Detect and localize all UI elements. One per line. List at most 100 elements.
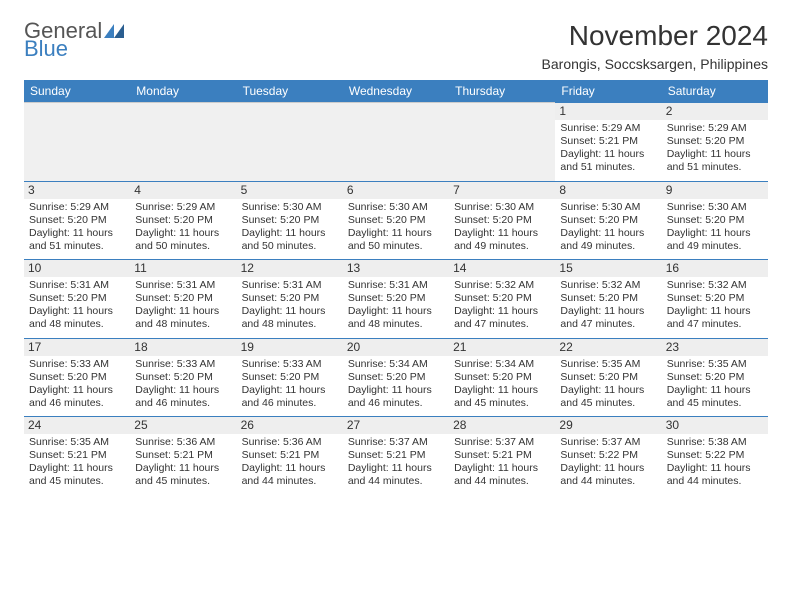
day-info: Sunrise: 5:34 AMSunset: 5:20 PMDaylight:… <box>453 358 551 411</box>
day-number: 30 <box>662 417 768 434</box>
daylight-line: Daylight: 11 hours and 44 minutes. <box>560 462 656 488</box>
calendar-day-cell: 2Sunrise: 5:29 AMSunset: 5:20 PMDaylight… <box>662 103 768 182</box>
calendar-day-cell: 17Sunrise: 5:33 AMSunset: 5:20 PMDayligh… <box>24 338 130 417</box>
day-number: 1 <box>555 103 661 120</box>
day-info: Sunrise: 5:29 AMSunset: 5:21 PMDaylight:… <box>559 122 657 175</box>
sunrise-line: Sunrise: 5:33 AM <box>242 358 338 371</box>
sunset-line: Sunset: 5:20 PM <box>348 292 444 305</box>
daylight-line: Daylight: 11 hours and 51 minutes. <box>560 148 656 174</box>
daylight-line: Daylight: 11 hours and 49 minutes. <box>560 227 656 253</box>
day-info: Sunrise: 5:32 AMSunset: 5:20 PMDaylight:… <box>666 279 764 332</box>
day-number: 29 <box>555 417 661 434</box>
sunset-line: Sunset: 5:20 PM <box>135 371 231 384</box>
calendar-day-cell: 28Sunrise: 5:37 AMSunset: 5:21 PMDayligh… <box>449 417 555 495</box>
day-info: Sunrise: 5:30 AMSunset: 5:20 PMDaylight:… <box>666 201 764 254</box>
calendar-day-cell: 8 Sunrise: 5:30 AMSunset: 5:20 PMDaylight… <box>555 181 661 260</box>
calendar-day-cell: 15Sunrise: 5:32 AMSunset: 5:20 PMDayligh… <box>555 260 661 339</box>
sunset-line: Sunset: 5:20 PM <box>242 214 338 227</box>
sunset-line: Sunset: 5:20 PM <box>242 292 338 305</box>
day-number: 14 <box>449 260 555 277</box>
day-number: 17 <box>24 339 130 356</box>
sunset-line: Sunset: 5:20 PM <box>135 214 231 227</box>
sunset-line: Sunset: 5:21 PM <box>560 135 656 148</box>
calendar-day-cell: 4 Sunrise: 5:29 AMSunset: 5:20 PMDaylight… <box>130 181 236 260</box>
daylight-line: Daylight: 11 hours and 50 minutes. <box>348 227 444 253</box>
header: General Blue November 2024 Barongis, Soc… <box>24 20 768 72</box>
daylight-line: Daylight: 11 hours and 47 minutes. <box>560 305 656 331</box>
day-number: 10 <box>24 260 130 277</box>
day-info: Sunrise: 5:36 AMSunset: 5:21 PMDaylight:… <box>241 436 339 489</box>
day-info: Sunrise: 5:36 AMSunset: 5:21 PMDaylight:… <box>134 436 232 489</box>
calendar-day-cell: 29Sunrise: 5:37 AMSunset: 5:22 PMDayligh… <box>555 417 661 495</box>
sunrise-line: Sunrise: 5:30 AM <box>667 201 763 214</box>
day-number: 4 <box>130 182 236 199</box>
sunset-line: Sunset: 5:20 PM <box>242 371 338 384</box>
sunrise-line: Sunrise: 5:33 AM <box>29 358 125 371</box>
calendar-day-cell: 25Sunrise: 5:36 AMSunset: 5:21 PMDayligh… <box>130 417 236 495</box>
day-info: Sunrise: 5:31 AMSunset: 5:20 PMDaylight:… <box>347 279 445 332</box>
daylight-line: Daylight: 11 hours and 49 minutes. <box>667 227 763 253</box>
daylight-line: Daylight: 11 hours and 46 minutes. <box>135 384 231 410</box>
day-number: 13 <box>343 260 449 277</box>
daylight-line: Daylight: 11 hours and 46 minutes. <box>29 384 125 410</box>
day-info: Sunrise: 5:29 AMSunset: 5:20 PMDaylight:… <box>134 201 232 254</box>
calendar-day-cell: 3Sunrise: 5:29 AMSunset: 5:20 PMDaylight… <box>24 181 130 260</box>
day-number: 23 <box>662 339 768 356</box>
calendar-empty-cell <box>449 103 555 182</box>
day-number: 6 <box>343 182 449 199</box>
daylight-line: Daylight: 11 hours and 45 minutes. <box>667 384 763 410</box>
sunrise-line: Sunrise: 5:30 AM <box>454 201 550 214</box>
day-info: Sunrise: 5:33 AMSunset: 5:20 PMDaylight:… <box>134 358 232 411</box>
sunrise-line: Sunrise: 5:32 AM <box>560 279 656 292</box>
logo-text-blue: Blue <box>24 38 126 60</box>
day-info: Sunrise: 5:35 AMSunset: 5:20 PMDaylight:… <box>559 358 657 411</box>
calendar-day-cell: 11Sunrise: 5:31 AMSunset: 5:20 PMDayligh… <box>130 260 236 339</box>
day-info: Sunrise: 5:31 AMSunset: 5:20 PMDaylight:… <box>28 279 126 332</box>
sunrise-line: Sunrise: 5:31 AM <box>348 279 444 292</box>
sunrise-line: Sunrise: 5:29 AM <box>135 201 231 214</box>
sunset-line: Sunset: 5:20 PM <box>29 292 125 305</box>
sunrise-line: Sunrise: 5:34 AM <box>348 358 444 371</box>
weekday-header: Thursday <box>449 80 555 103</box>
sunset-line: Sunset: 5:20 PM <box>29 214 125 227</box>
title-block: November 2024 Barongis, Soccsksargen, Ph… <box>542 20 768 72</box>
calendar-day-cell: 13 Sunrise: 5:31 AMSunset: 5:20 PMDayligh… <box>343 260 449 339</box>
calendar-day-cell: 12Sunrise: 5:31 AMSunset: 5:20 PMDayligh… <box>237 260 343 339</box>
calendar-empty-cell <box>130 103 236 182</box>
day-info: Sunrise: 5:35 AMSunset: 5:21 PMDaylight:… <box>28 436 126 489</box>
daylight-line: Daylight: 11 hours and 49 minutes. <box>454 227 550 253</box>
day-number: 3 <box>24 182 130 199</box>
sunrise-line: Sunrise: 5:30 AM <box>560 201 656 214</box>
calendar-empty-cell <box>24 103 130 182</box>
day-number: 18 <box>130 339 236 356</box>
day-info: Sunrise: 5:31 AMSunset: 5:20 PMDaylight:… <box>241 279 339 332</box>
day-number: 2 <box>662 103 768 120</box>
sunset-line: Sunset: 5:20 PM <box>348 214 444 227</box>
sunrise-line: Sunrise: 5:30 AM <box>242 201 338 214</box>
day-number: 8 <box>555 182 661 199</box>
day-number: 21 <box>449 339 555 356</box>
calendar-day-cell: 16 Sunrise: 5:32 AMSunset: 5:20 PMDayligh… <box>662 260 768 339</box>
page-title: November 2024 <box>542 20 768 52</box>
day-number: 26 <box>237 417 343 434</box>
sunset-line: Sunset: 5:20 PM <box>454 371 550 384</box>
calendar-day-cell: 24Sunrise: 5:35 AMSunset: 5:21 PMDayligh… <box>24 417 130 495</box>
calendar-day-cell: 9Sunrise: 5:30 AMSunset: 5:20 PMDaylight… <box>662 181 768 260</box>
weekday-header: Wednesday <box>343 80 449 103</box>
day-info: Sunrise: 5:30 AMSunset: 5:20 PMDaylight:… <box>559 201 657 254</box>
calendar-row: 1 Sunrise: 5:29 AMSunset: 5:21 PMDaylight… <box>24 103 768 182</box>
calendar-empty-cell <box>237 103 343 182</box>
daylight-line: Daylight: 11 hours and 44 minutes. <box>348 462 444 488</box>
day-number: 11 <box>130 260 236 277</box>
daylight-line: Daylight: 11 hours and 44 minutes. <box>454 462 550 488</box>
daylight-line: Daylight: 11 hours and 45 minutes. <box>29 462 125 488</box>
sunrise-line: Sunrise: 5:37 AM <box>348 436 444 449</box>
sunrise-line: Sunrise: 5:30 AM <box>348 201 444 214</box>
day-number: 16 <box>662 260 768 277</box>
day-info: Sunrise: 5:37 AMSunset: 5:21 PMDaylight:… <box>347 436 445 489</box>
daylight-line: Daylight: 11 hours and 48 minutes. <box>348 305 444 331</box>
sunset-line: Sunset: 5:20 PM <box>348 371 444 384</box>
calendar-empty-cell <box>343 103 449 182</box>
calendar-row: 10Sunrise: 5:31 AMSunset: 5:20 PMDayligh… <box>24 260 768 339</box>
weekday-header: Monday <box>130 80 236 103</box>
